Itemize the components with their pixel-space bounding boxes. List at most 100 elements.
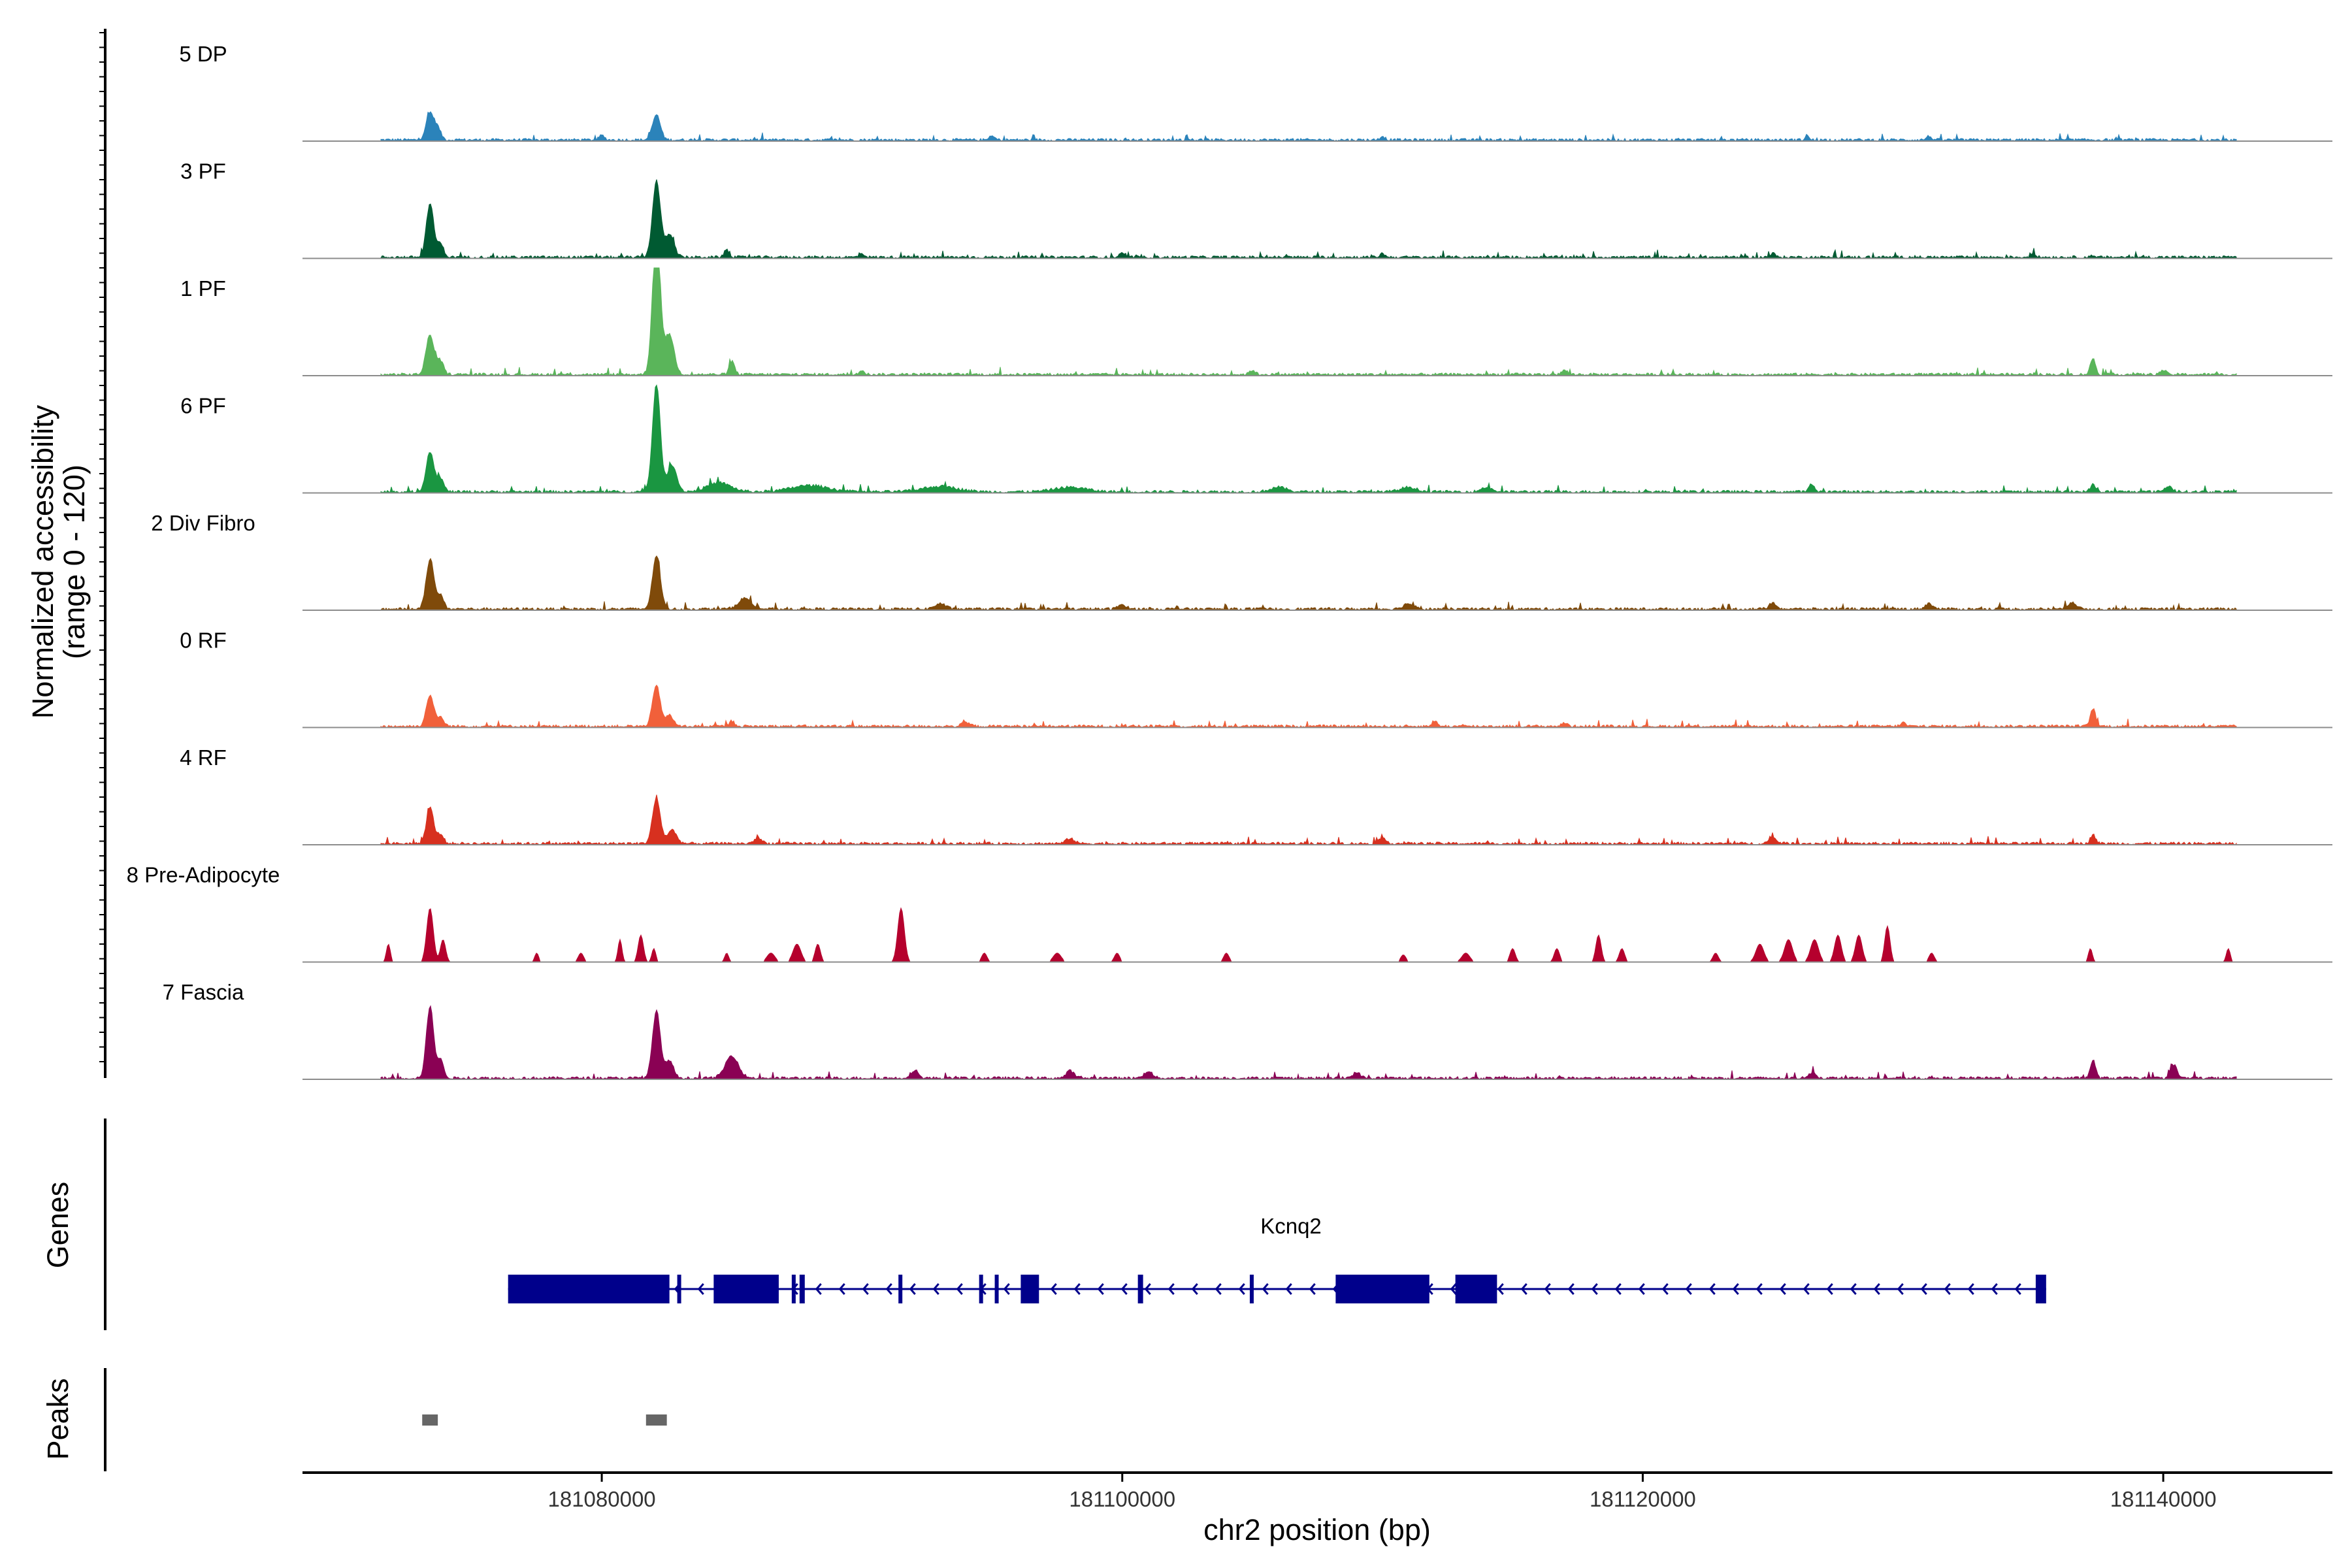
gene-strand-arrow (2014, 1283, 2021, 1295)
y-axis-title: Normalized accessibility (26, 404, 59, 719)
genes-panel-label: Genes (41, 1182, 74, 1269)
coverage-track: 1 PF (180, 267, 2332, 377)
x-axis-title: chr2 position (bp) (1203, 1513, 1431, 1546)
gene-strand-arrow (909, 1283, 916, 1295)
gene-strand-arrow (1591, 1283, 1598, 1295)
coverage-track: 4 RF (180, 745, 2332, 846)
x-axis-ticks: 181080000 181100000 181120000 181140000 (547, 1473, 2216, 1511)
gene-strand-arrow (862, 1283, 869, 1295)
peak-region (645, 1414, 667, 1426)
gene-strand-arrow (1450, 1283, 1457, 1295)
gene-strand-arrow (1685, 1283, 1692, 1295)
gene-exon (1021, 1275, 1039, 1303)
gene-exon (713, 1275, 779, 1303)
gene-exon (2035, 1275, 2046, 1303)
gene-name-label: Kcnq2 (1260, 1214, 1322, 1238)
gene-strand-arrow (956, 1283, 963, 1295)
gene-exon (994, 1275, 999, 1303)
track-label: 7 Fascia (163, 980, 244, 1004)
x-tick-label: 181100000 (1069, 1487, 1175, 1511)
track-label: 3 PF (180, 159, 226, 184)
gene-strand-arrow (697, 1283, 704, 1295)
gene-strand-arrow (1309, 1283, 1316, 1295)
gene-strand-arrow (815, 1283, 822, 1295)
gene-strand-arrow (1050, 1283, 1057, 1295)
gene-strand-arrow (838, 1283, 845, 1295)
gene-strand-arrow (1497, 1283, 1504, 1295)
track-label: 2 Div Fibro (151, 511, 255, 535)
gene-exon (791, 1275, 796, 1303)
gene-strand-arrow (1850, 1283, 1857, 1295)
gene-exon (1335, 1275, 1429, 1303)
gene-strand-arrow (1803, 1283, 1810, 1295)
gene-strand-arrow (1967, 1283, 1974, 1295)
gene-strand-arrow (1873, 1283, 1880, 1295)
gene-strand-arrow (1779, 1283, 1786, 1295)
peak-region (422, 1414, 438, 1426)
gene-strand-arrow (1944, 1283, 1951, 1295)
coverage-area (380, 684, 2237, 728)
coverage-area (380, 111, 2237, 142)
coverage-tracks: 5 DP 3 PF 1 PF 6 PF 2 Div Fibro 0 RF 4 RF 8 Pre… (127, 42, 2332, 1081)
gene-strand-arrow (1262, 1283, 1269, 1295)
gene-model (508, 1275, 2046, 1303)
gene-strand-arrow (1544, 1283, 1551, 1295)
gene-exon (1137, 1275, 1143, 1303)
x-tick-label: 181080000 (547, 1487, 655, 1511)
track-label: 5 DP (179, 42, 227, 66)
gene-exon (898, 1275, 903, 1303)
gene-strand-arrow (932, 1283, 939, 1295)
peak-regions (422, 1414, 667, 1426)
gene-exon (508, 1275, 670, 1303)
y-axis-range-label: (range 0 - 120) (57, 465, 91, 659)
gene-strand-arrow (1567, 1283, 1575, 1295)
gene-exon (677, 1275, 681, 1303)
gene-strand-arrow (1120, 1283, 1128, 1295)
gene-strand-arrow (1520, 1283, 1527, 1295)
gene-strand-arrow (1826, 1283, 1833, 1295)
gene-strand-arrow (1920, 1283, 1927, 1295)
gene-strand-arrow (1897, 1283, 1904, 1295)
gene-strand-arrow (1756, 1283, 1763, 1295)
gene-strand-arrow (1191, 1283, 1198, 1295)
gene-strand-arrow (1144, 1283, 1151, 1295)
track-label: 6 PF (180, 394, 226, 418)
gene-strand-arrow (1991, 1283, 1998, 1295)
coverage-track: 8 Pre-Adipocyte (127, 863, 2332, 963)
gene-strand-arrow (1285, 1283, 1292, 1295)
gene-strand-arrow (1732, 1283, 1739, 1295)
coverage-area (380, 555, 2237, 612)
gene-exon (979, 1275, 983, 1303)
track-label: 4 RF (180, 745, 227, 770)
track-label: 0 RF (180, 629, 227, 653)
gene-strand-arrow (1003, 1283, 1010, 1295)
gene-strand-arrow (1661, 1283, 1669, 1295)
gene-strand-arrow (1097, 1283, 1104, 1295)
gene-exon (799, 1275, 805, 1303)
coverage-track: 0 RF (180, 629, 2332, 728)
gene-strand-arrow (885, 1283, 892, 1295)
track-label: 1 PF (180, 276, 226, 301)
x-tick-label: 181140000 (2110, 1487, 2217, 1511)
gene-strand-arrow (1708, 1283, 1716, 1295)
coverage-track: 5 DP (179, 42, 2332, 142)
coverage-y-axis-ticks (99, 32, 105, 1062)
track-label: 8 Pre-Adipocyte (127, 863, 280, 887)
coverage-track: 6 PF (180, 384, 2332, 494)
coverage-track: 7 Fascia (163, 980, 2332, 1081)
x-tick-label: 181120000 (1590, 1487, 1696, 1511)
coverage-track: 3 PF (180, 159, 2332, 259)
gene-strand-arrow (1073, 1283, 1081, 1295)
coverage-area (380, 1005, 2237, 1081)
coverage-track: 2 Div Fibro (151, 511, 2332, 612)
gene-exon (1249, 1275, 1254, 1303)
gene-strand-arrow (1168, 1283, 1175, 1295)
gene-exon (1455, 1275, 1497, 1303)
gene-strand-arrow (1215, 1283, 1222, 1295)
peaks-panel-label: Peaks (41, 1378, 74, 1460)
gene-strand-arrow (1238, 1283, 1245, 1295)
gene-strand-arrow (1614, 1283, 1622, 1295)
gene-strand-arrow (1638, 1283, 1645, 1295)
